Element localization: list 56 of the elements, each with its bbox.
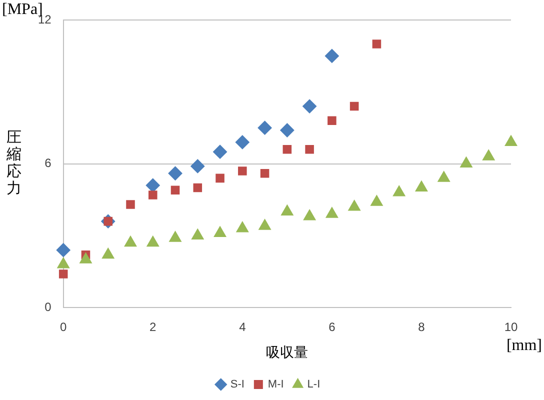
point — [438, 171, 450, 182]
point — [370, 195, 383, 206]
legend-label: S-I — [230, 378, 244, 391]
point — [392, 186, 406, 196]
point — [80, 252, 92, 264]
point — [126, 200, 135, 209]
y-axis-title: 圧縮応力 — [6, 128, 22, 198]
point — [124, 236, 137, 247]
text: [mm] — [506, 336, 542, 354]
point — [326, 207, 338, 218]
point — [236, 222, 249, 232]
point — [282, 145, 292, 154]
point — [190, 159, 205, 174]
x-axis-title: 吸収量 — [266, 345, 308, 362]
point — [148, 190, 158, 200]
point — [415, 180, 428, 192]
x-tick-label: 2 — [150, 320, 157, 334]
point — [216, 174, 224, 183]
point — [303, 210, 316, 220]
legend-label: L-I — [307, 378, 320, 391]
legend-label: M-I — [268, 378, 284, 391]
point — [258, 120, 272, 135]
point — [102, 248, 114, 259]
point — [193, 183, 202, 192]
point — [350, 102, 359, 111]
x-tick-label: 4 — [239, 320, 246, 334]
point — [280, 123, 294, 138]
point — [235, 135, 250, 150]
point — [302, 99, 317, 114]
point — [504, 135, 518, 146]
point — [328, 116, 336, 126]
point — [372, 40, 382, 48]
point — [324, 48, 339, 63]
x-tick-label: 6 — [328, 320, 336, 334]
point — [146, 236, 160, 247]
y-tick-label: 0 — [44, 300, 52, 314]
point — [482, 150, 495, 160]
point — [305, 145, 314, 154]
x-tick-label: 8 — [418, 320, 426, 334]
point — [213, 144, 228, 159]
point — [260, 169, 270, 178]
point — [57, 257, 70, 268]
point — [192, 228, 204, 240]
point — [258, 219, 271, 230]
x-tick-label: 10 — [504, 320, 518, 334]
point — [170, 186, 180, 195]
point — [238, 166, 247, 176]
point — [348, 200, 360, 211]
point — [146, 178, 160, 192]
point — [460, 156, 472, 168]
point — [281, 204, 294, 216]
point — [169, 231, 182, 242]
x-tick-label: 0 — [60, 320, 68, 334]
y-tick-label: 6 — [44, 156, 52, 170]
point — [214, 226, 226, 238]
point — [168, 166, 182, 180]
